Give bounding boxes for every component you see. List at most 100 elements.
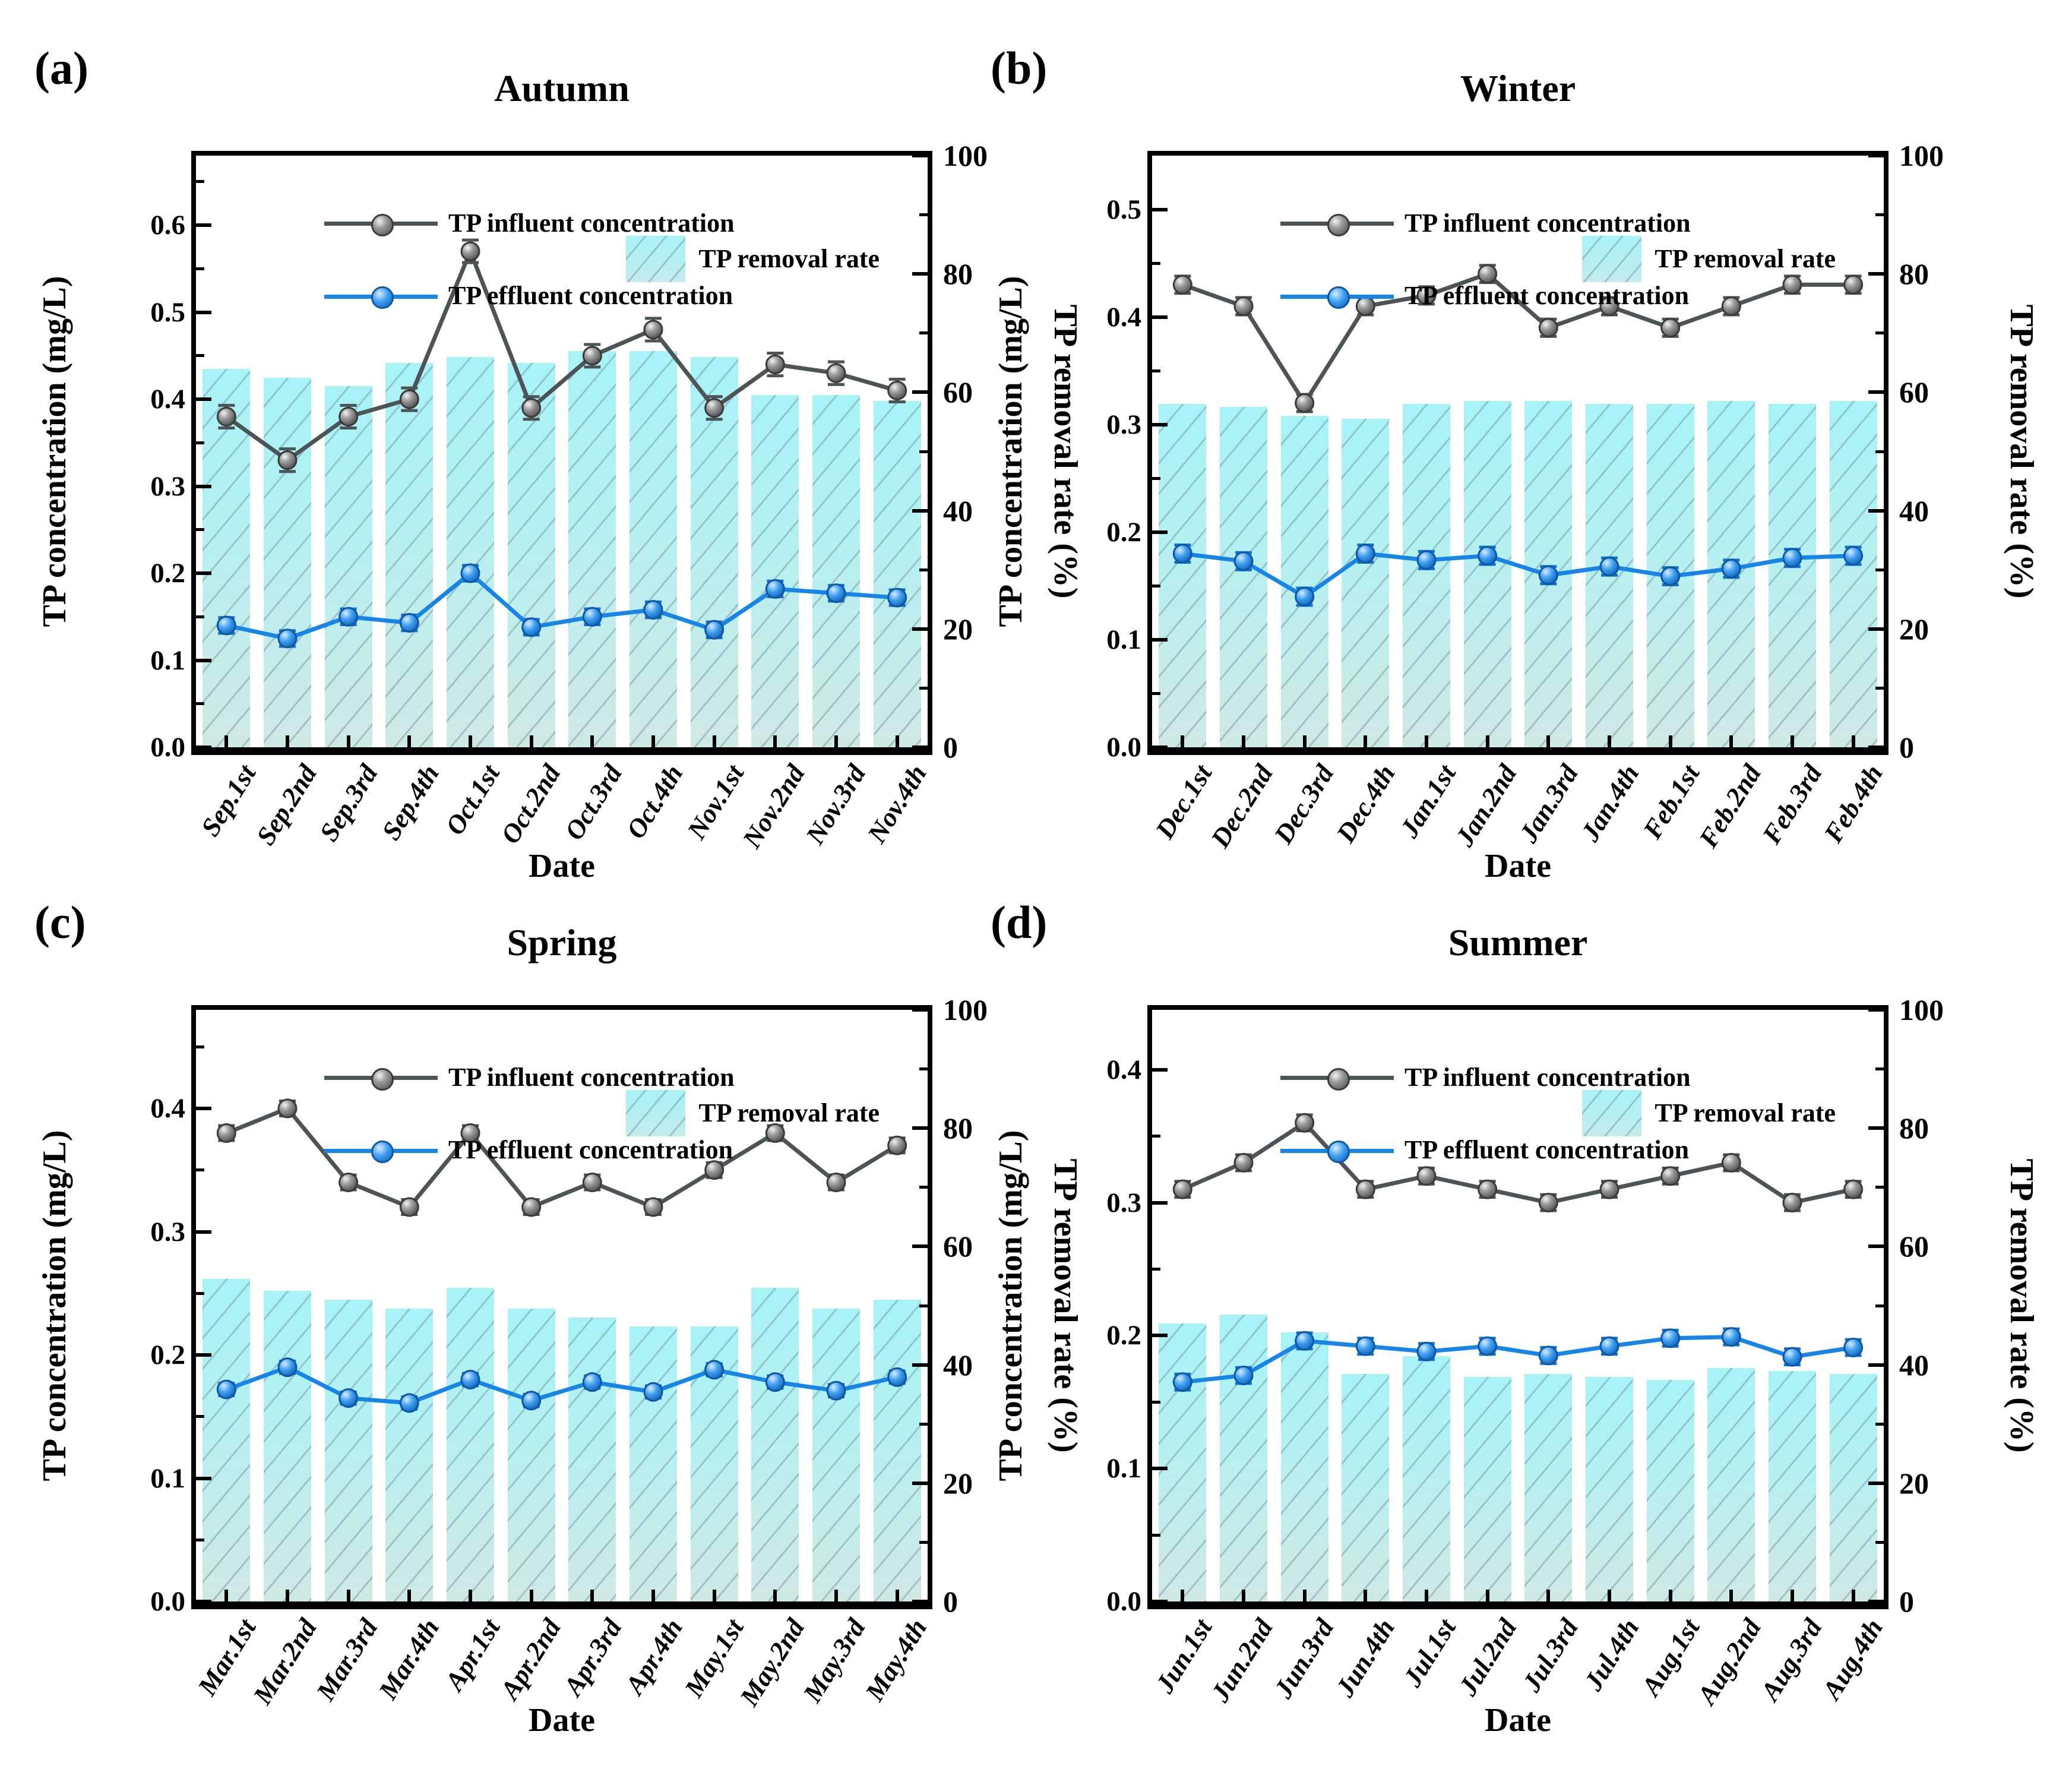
influent-point	[1660, 1166, 1681, 1186]
influent-point	[1660, 318, 1681, 338]
influent-point	[1478, 264, 1498, 284]
y-right-tick-label: 40	[1899, 1348, 1929, 1382]
effluent-point	[704, 620, 725, 640]
influent-point	[521, 398, 542, 418]
y-right-tick-label: 20	[943, 1466, 973, 1500]
removal-rate-bar	[507, 1308, 555, 1601]
y-left-major-tick	[1152, 1600, 1168, 1603]
effluent-point	[399, 613, 419, 633]
x-category-label-text: Mar.3rd	[311, 1613, 384, 1706]
x-category-tick	[651, 1590, 655, 1601]
legend-effluent-marker	[371, 1141, 394, 1164]
y-left-tick-label: 0.1	[150, 645, 185, 676]
y-right-tick-label: 0	[943, 731, 958, 764]
effluent-point	[643, 1382, 663, 1402]
y-left-major-tick	[1152, 207, 1168, 211]
legend-removal-label: TP removal rate	[1655, 244, 1836, 274]
removal-rate-bar	[1586, 1376, 1633, 1601]
x-category-tick	[1791, 1590, 1794, 1601]
x-category-tick	[1485, 735, 1489, 747]
removal-rate-bar	[751, 1288, 799, 1601]
legend-influent-marker	[371, 1067, 394, 1091]
influent-line	[225, 245, 898, 463]
y-right-major-tick	[1868, 1244, 1884, 1249]
removal-rate-bar	[1463, 401, 1511, 747]
effluent-point	[1782, 548, 1802, 568]
y-left-minor-tick	[1152, 1400, 1160, 1404]
removal-rate-bar	[873, 401, 921, 747]
x-category-tick	[1668, 735, 1672, 747]
x-category-tick	[590, 735, 594, 747]
y-right-tick-label: 0	[943, 1585, 958, 1618]
x-category-label-text: Dec.3rd	[1268, 759, 1340, 849]
x-category-tick	[1364, 1590, 1368, 1601]
plot-area-autumn: TP influent concentration TP effluent con…	[191, 151, 932, 755]
effluent-point	[521, 617, 542, 637]
influent-point	[216, 1123, 236, 1143]
y-right-major-tick	[912, 1126, 928, 1130]
y-right-tick-label: 100	[943, 993, 988, 1026]
influent-point	[826, 1173, 846, 1192]
effluent-point	[765, 579, 785, 599]
y-left-major-tick	[1152, 1201, 1168, 1205]
effluent-point	[582, 606, 602, 627]
panel-tag: (d)	[991, 896, 1048, 948]
effluent-point	[887, 1367, 907, 1387]
effluent-point	[1172, 1372, 1192, 1392]
x-category-label-text: Jun.2nd	[1205, 1613, 1279, 1707]
y-right-tick-label: 60	[1899, 375, 1929, 409]
influent-point	[704, 1160, 725, 1180]
effluent-point	[1355, 544, 1375, 564]
y-left-major-tick	[196, 223, 211, 228]
y-left-tick-label: 0.3	[1106, 409, 1141, 440]
influent-point	[643, 1197, 663, 1217]
y-left-tick-label: 0.1	[1106, 624, 1141, 655]
influent-point	[643, 320, 663, 340]
y-right-minor-tick	[919, 331, 928, 335]
y-right-major-tick	[1868, 745, 1884, 749]
x-category-label-text: Apr.2nd	[494, 1613, 567, 1705]
removal-rate-bar	[1829, 1373, 1877, 1601]
y-left-tick-label: 0.3	[150, 1216, 185, 1247]
y-left-minor-tick	[1152, 476, 1160, 480]
x-category-label-text: Jan.4th	[1574, 759, 1645, 846]
x-category-label-text: Feb.2nd	[1693, 759, 1767, 853]
effluent-point	[704, 1360, 725, 1380]
x-category-tick	[1242, 1590, 1245, 1601]
removal-rate-bar	[1220, 407, 1267, 747]
y-axis-right-title: TP removal rate (%)	[2003, 304, 2040, 599]
y-left-major-tick	[196, 571, 211, 576]
removal-rate-bar	[568, 1317, 616, 1601]
y-right-tick-label: 80	[943, 257, 973, 291]
influent-point	[1295, 1113, 1315, 1133]
influent-point	[521, 1197, 542, 1217]
y-right-major-tick	[1868, 627, 1884, 631]
y-right-minor-tick	[919, 686, 928, 690]
effluent-point	[1172, 544, 1192, 564]
y-right-tick-label: 0	[1899, 731, 1914, 764]
y-left-minor-tick	[196, 528, 204, 532]
legend-influent-label: TP influent concentration	[1404, 1062, 1691, 1092]
y-left-tick-label: 0.0	[150, 1586, 185, 1617]
y-left-minor-tick	[1152, 1267, 1160, 1271]
x-category-tick	[286, 735, 289, 747]
x-category-tick	[590, 1590, 594, 1601]
x-category-label-text: Oct.4th	[620, 759, 689, 844]
legend-effluent-label: TP effluent concentration	[1404, 281, 1690, 311]
influent-point	[1782, 1193, 1802, 1213]
x-category-tick	[224, 735, 229, 747]
influent-point	[765, 1123, 785, 1143]
y-left-major-tick	[196, 1600, 211, 1603]
influent-point	[1233, 1152, 1254, 1173]
influent-point	[582, 346, 602, 366]
removal-rate-bar	[324, 386, 372, 747]
x-category-label-text: Mar.4th	[372, 1613, 445, 1705]
effluent-point	[1478, 1336, 1498, 1356]
effluent-point	[339, 1388, 359, 1408]
removal-rate-bar	[751, 395, 799, 747]
y-right-tick-label: 20	[1899, 612, 1929, 646]
y-right-tick-label: 40	[943, 494, 973, 527]
y-right-minor-tick	[919, 1186, 928, 1189]
x-category-tick	[346, 735, 350, 747]
removal-rate-bar	[1524, 1373, 1573, 1601]
